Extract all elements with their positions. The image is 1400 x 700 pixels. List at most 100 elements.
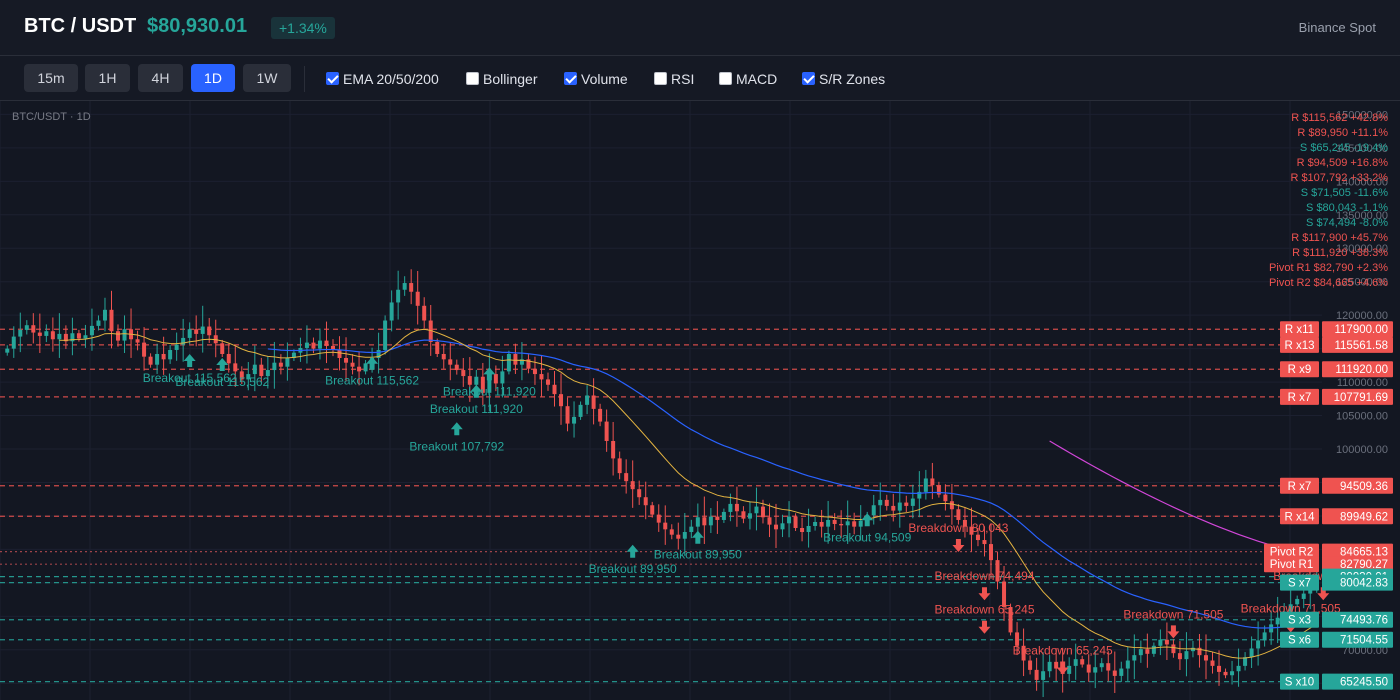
candle-body: [396, 289, 401, 303]
candle-body: [506, 353, 511, 372]
candle-body: [1164, 639, 1169, 645]
candle-body: [467, 376, 472, 385]
y-tick-label: 135000.00: [1336, 210, 1388, 222]
rsi-toggle[interactable]: RSI: [654, 70, 699, 88]
sr-legend-item: R $94,509 +16.8%: [1297, 157, 1389, 169]
ema-toggle[interactable]: EMA 20/50/200: [326, 70, 446, 88]
sr-zones-toggle[interactable]: S/R Zones: [802, 70, 886, 88]
macd-toggle[interactable]: MACD: [719, 70, 779, 88]
volume-toggle[interactable]: Volume: [564, 70, 634, 88]
candle-body: [552, 384, 557, 395]
candle-body: [116, 331, 121, 341]
y-tick-label: 145000.00: [1336, 143, 1388, 155]
candle-body: [513, 353, 518, 365]
y-tick-label: 150000.00: [1336, 109, 1388, 121]
candle-body: [695, 517, 700, 527]
candle-body: [969, 526, 974, 535]
candle-body: [1086, 664, 1091, 673]
candle-body: [1243, 657, 1248, 666]
candle-body: [676, 534, 681, 539]
candle-body: [767, 517, 772, 525]
candle-body: [1197, 647, 1202, 656]
breakout-arrow-icon: [483, 367, 496, 381]
bollinger-toggle[interactable]: Bollinger: [466, 70, 546, 88]
candle-body: [1145, 649, 1150, 654]
level-tag-label: R x7: [1288, 392, 1312, 404]
candle-body: [1021, 645, 1026, 661]
timeframe-1h-button[interactable]: 1H: [85, 64, 130, 92]
sr-legend-item: S $65,245 -19.4%: [1300, 142, 1388, 154]
breakout-arrow-icon: [691, 530, 704, 544]
y-tick-label: 125000.00: [1336, 277, 1388, 289]
candle-body: [37, 332, 42, 336]
candle-body: [813, 521, 818, 526]
level-tag: [1280, 508, 1319, 525]
y-tick-label: 130000.00: [1336, 243, 1388, 255]
candle-body: [832, 519, 837, 524]
timeframe-1d-button[interactable]: 1D: [191, 64, 235, 92]
candle-body: [1034, 669, 1039, 680]
candle-body: [611, 440, 616, 459]
candle-body: [936, 485, 941, 495]
candle-body: [89, 325, 94, 336]
candle-body: [637, 489, 642, 498]
candle-body: [1262, 632, 1267, 641]
level-price-value: 65245.50: [1340, 677, 1388, 689]
level-tag-label: S x3: [1288, 615, 1311, 627]
candle-body: [715, 516, 720, 520]
level-tag: [1280, 574, 1319, 591]
timeframe-1w-button[interactable]: 1W: [243, 64, 291, 92]
timeframe-4h-button[interactable]: 4H: [138, 64, 183, 92]
candle-body: [604, 421, 609, 441]
level-price-tag: [1322, 574, 1393, 591]
breakdown-label: Breakdown 65,245: [934, 603, 1034, 617]
volume-checkbox[interactable]: [564, 72, 577, 85]
candle-body: [962, 519, 967, 527]
timeframe-15m-button[interactable]: 15m: [24, 64, 78, 92]
level-price-tag: [1322, 336, 1393, 353]
breakout-label: Breakout 94,509: [823, 530, 911, 544]
candle-body: [1249, 648, 1254, 658]
rsi-checkbox[interactable]: [654, 72, 667, 85]
candle-body: [884, 499, 889, 506]
price-chart[interactable]: 150000.00 145000.00 140000.00 135000.00 1300…: [0, 101, 1400, 700]
level-price-value: 94509.36: [1340, 481, 1388, 493]
candle-body: [11, 336, 16, 349]
breakout-label: Breakout 111,920: [443, 384, 536, 398]
candle-body: [239, 371, 244, 380]
candle-body: [663, 522, 668, 530]
candle-body: [754, 506, 759, 514]
y-tick-label: 100000.00: [1336, 444, 1388, 456]
level-price-tag: [1322, 321, 1393, 338]
candle-body: [363, 363, 368, 372]
candle-body: [806, 525, 811, 533]
candle-body: [630, 481, 635, 490]
candle-body: [539, 374, 544, 380]
candle-body: [1171, 644, 1176, 654]
breakout-label: Breakout 111,920: [430, 402, 523, 416]
rsi-toggle-label: RSI: [671, 71, 695, 87]
macd-toggle-label: MACD: [736, 71, 778, 87]
candle-body: [624, 473, 629, 482]
candle-body: [161, 353, 166, 360]
candle-body: [839, 523, 844, 526]
macd-checkbox[interactable]: [719, 72, 732, 85]
level-price-tag: [1322, 673, 1393, 690]
candle-body: [1210, 660, 1215, 666]
candle-body: [1073, 659, 1078, 666]
breakout-label: Breakout 107,792: [409, 439, 504, 453]
sr-legend-item: R $117,900 +45.7%: [1291, 232, 1388, 244]
sr-zones-checkbox[interactable]: [802, 72, 815, 85]
level-price-tag: [1322, 631, 1393, 648]
bollinger-checkbox[interactable]: [466, 72, 479, 85]
level-price-value: 71504.55: [1340, 635, 1388, 647]
breakdown-arrow-icon: [1167, 625, 1180, 639]
ema-checkbox[interactable]: [326, 72, 339, 85]
candle-body: [1177, 653, 1182, 660]
candle-body: [291, 352, 296, 359]
sr-legend-item: R $111,920 +38.3%: [1292, 247, 1388, 259]
candle-body: [1190, 647, 1195, 652]
breakout-label: Breakout 115,562: [143, 371, 237, 385]
candle-body: [324, 340, 329, 346]
level-price-value: 89949.62: [1340, 511, 1388, 523]
